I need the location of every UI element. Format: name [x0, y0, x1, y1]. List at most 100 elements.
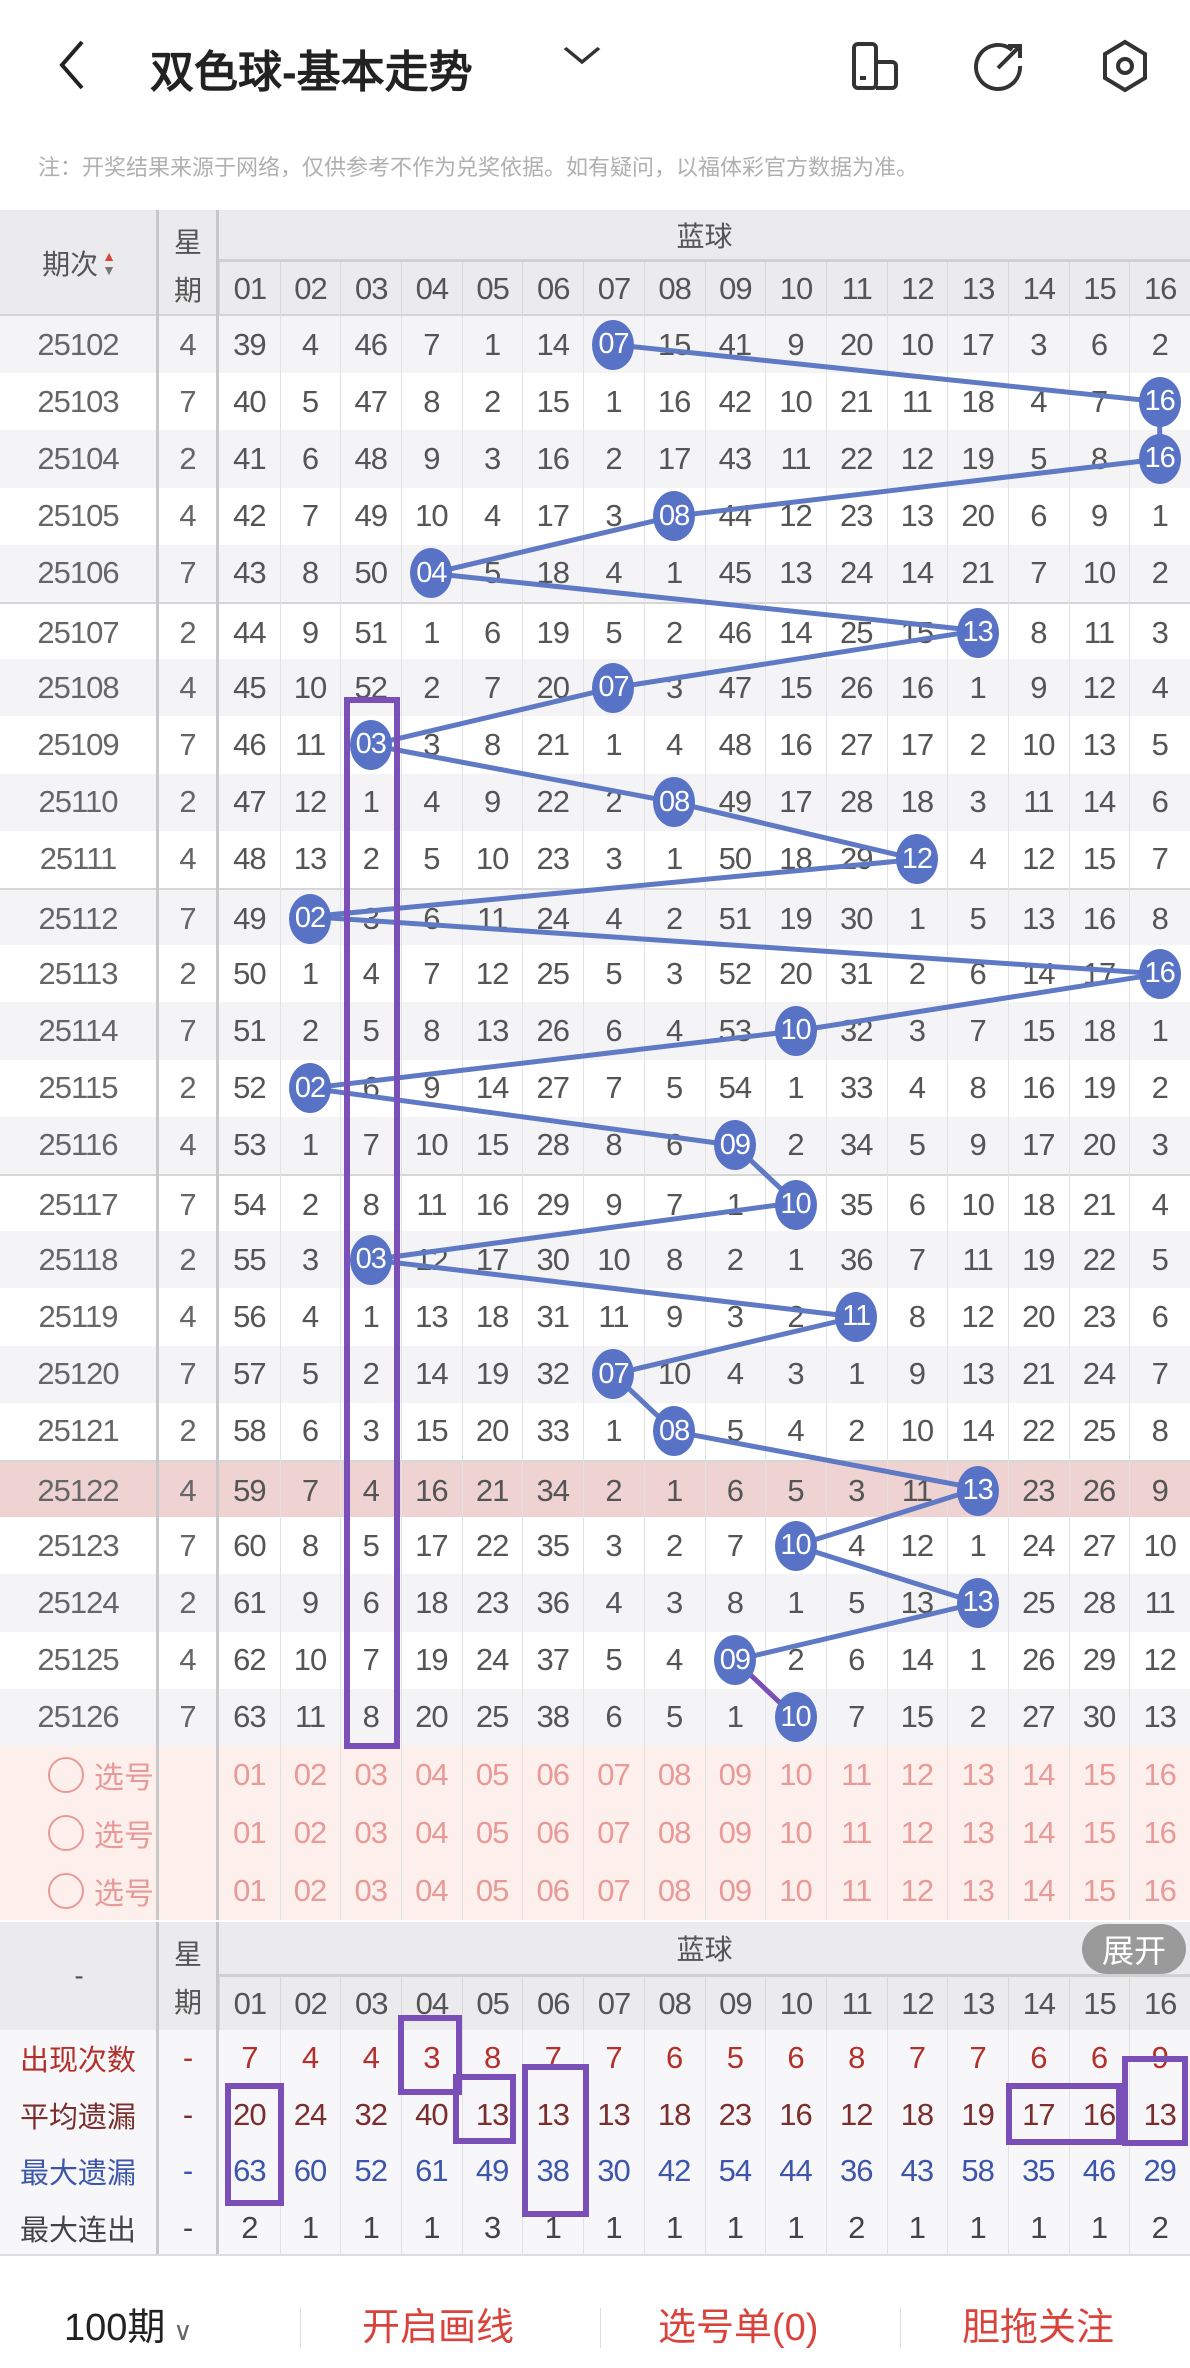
pick-number[interactable]: 06 — [536, 1815, 570, 1850]
circle-radio-icon[interactable] — [48, 1815, 84, 1851]
pick-number[interactable]: 05 — [475, 1757, 509, 1792]
blue-ball: 09 — [713, 1635, 756, 1686]
pick-number[interactable]: 14 — [1022, 1757, 1055, 1792]
trend-table-body[interactable]: 25102 4 39 4 46 7 1 14 07 15 41 9 20 10 17 3 6 2 25103 7 40 5… — [0, 316, 1190, 1746]
pick-number[interactable]: 10 — [779, 1873, 812, 1908]
settings-icon[interactable] — [1097, 38, 1153, 94]
table-row[interactable]: 25120 7 57 5 2 14 19 32 07 10 4 3 1 9 13 21 24 7 — [0, 1345, 1190, 1403]
pick-number[interactable]: 04 — [415, 1815, 448, 1850]
device-icon[interactable] — [848, 38, 904, 94]
back-button[interactable] — [52, 30, 102, 100]
stats-value: 1 — [423, 2209, 440, 2245]
table-row[interactable]: 25109 7 46 11 03 3 8 21 1 4 48 16 27 17 2 10 13 5 — [0, 716, 1190, 774]
pick-number[interactable]: 10 — [779, 1815, 812, 1850]
omission-cell: 13 — [900, 498, 934, 534]
pick-number[interactable]: 11 — [841, 1873, 872, 1908]
omission-cell: 18 — [900, 784, 934, 820]
table-row[interactable]: 25102 4 39 4 46 7 1 14 07 15 41 9 20 10 17 3 6 2 — [0, 316, 1190, 374]
column-divider — [401, 1746, 403, 1920]
share-icon[interactable] — [972, 38, 1028, 94]
pick-number[interactable]: 15 — [1082, 1873, 1116, 1908]
table-row[interactable]: 25119 4 56 4 1 13 18 31 11 9 3 2 11 8 12 20 23 6 — [0, 1288, 1190, 1346]
column-divider — [216, 316, 219, 1746]
pick-number[interactable]: 16 — [1143, 1815, 1176, 1850]
table-row[interactable]: 25108 4 45 10 52 2 7 20 07 3 47 15 26 16 1 9 12 4 — [0, 659, 1190, 717]
pick-row-toggle[interactable]: 选号 — [48, 1746, 154, 1804]
pick-number[interactable]: 14 — [1022, 1873, 1055, 1908]
stats-value: 1 — [908, 2209, 926, 2245]
draw-lines-button[interactable]: 开启画线 — [362, 2307, 515, 2349]
table-row[interactable]: 25114 7 51 2 5 8 13 26 6 4 53 10 32 3 7 15 18 1 — [0, 1002, 1190, 1060]
chevron-down-icon[interactable] — [560, 38, 604, 81]
pick-number[interactable]: 09 — [718, 1757, 752, 1792]
pick-number[interactable]: 01 — [233, 1757, 266, 1792]
pick-number[interactable]: 12 — [900, 1873, 934, 1908]
table-row[interactable]: 25121 2 58 6 3 15 20 33 1 08 5 4 2 10 14 22 25 8 — [0, 1402, 1190, 1460]
pick-number[interactable]: 12 — [900, 1815, 934, 1850]
pick-number[interactable]: 04 — [415, 1873, 448, 1908]
pick-number[interactable]: 15 — [1082, 1815, 1116, 1850]
table-row[interactable]: 25107 2 44 9 51 1 6 19 5 2 46 14 25 15 13 8 11 3 — [0, 602, 1190, 660]
circle-radio-icon[interactable] — [48, 1873, 84, 1909]
pick-number[interactable]: 09 — [718, 1815, 752, 1850]
pick-number[interactable]: 01 — [233, 1873, 266, 1908]
pick-number[interactable]: 14 — [1022, 1815, 1055, 1850]
omission-cell: 8 — [1030, 614, 1047, 650]
table-row[interactable]: 25124 2 61 9 6 18 23 36 4 3 8 1 5 13 13 25 28 11 — [0, 1574, 1190, 1632]
omission-cell: 4 — [666, 1642, 683, 1678]
pick-number[interactable]: 02 — [293, 1815, 327, 1850]
pick-number[interactable]: 16 — [1143, 1873, 1176, 1908]
expand-button[interactable]: 展开 — [1082, 1924, 1186, 1974]
pick-number[interactable]: 10 — [779, 1757, 812, 1792]
table-row[interactable]: 25115 2 52 02 6 9 14 27 7 5 54 1 33 4 8 16 19 2 — [0, 1059, 1190, 1117]
period-sort-header[interactable]: 期次 ▲ ▼ — [0, 210, 158, 316]
pick-number[interactable]: 11 — [841, 1815, 872, 1850]
pick-number[interactable]: 03 — [354, 1873, 387, 1908]
pick-number[interactable]: 08 — [657, 1757, 691, 1792]
circle-radio-icon[interactable] — [48, 1757, 84, 1793]
stats-value: 63 — [233, 2153, 266, 2189]
pick-number[interactable]: 13 — [961, 1873, 994, 1908]
pick-number[interactable]: 05 — [475, 1873, 509, 1908]
pick-number[interactable]: 02 — [293, 1757, 327, 1792]
table-row[interactable]: 25117 7 54 2 8 11 16 29 9 7 1 10 35 6 10 18 21 4 — [0, 1174, 1190, 1232]
pick-number[interactable]: 15 — [1082, 1757, 1116, 1792]
pick-number[interactable]: 08 — [657, 1815, 691, 1850]
pick-number[interactable]: 12 — [900, 1757, 934, 1792]
pick-row-toggle[interactable]: 选号 — [48, 1862, 154, 1920]
pick-number[interactable]: 07 — [597, 1757, 630, 1792]
pick-number[interactable]: 11 — [841, 1757, 872, 1792]
page-title[interactable]: 双色球-基本走势 — [150, 48, 473, 97]
table-row[interactable]: 25126 7 63 11 8 20 25 38 6 5 1 10 7 15 2 27 30 13 — [0, 1688, 1190, 1746]
pick-number[interactable]: 09 — [718, 1873, 752, 1908]
pick-number[interactable]: 13 — [961, 1757, 994, 1792]
pick-number[interactable]: 16 — [1143, 1757, 1176, 1792]
table-row[interactable]: 25118 2 55 3 03 12 17 30 10 8 2 1 36 7 11 19 22 5 — [0, 1231, 1190, 1289]
pick-number[interactable]: 07 — [597, 1815, 630, 1850]
table-row[interactable]: 25116 4 53 1 7 10 15 28 8 6 09 2 34 5 9 17 20 3 — [0, 1116, 1190, 1174]
period-count-label: 100期 — [64, 2307, 166, 2349]
pick-number[interactable]: 03 — [354, 1757, 387, 1792]
table-row[interactable]: 25123 7 60 8 5 17 22 35 3 2 7 10 4 12 1 24 27 10 — [0, 1517, 1190, 1575]
omission-cell: 1 — [787, 1070, 804, 1106]
pick-list-button[interactable]: 选号单(0) — [658, 2307, 819, 2349]
table-row[interactable]: 25125 4 62 10 7 19 24 37 5 4 09 2 6 14 1 26 29 12 — [0, 1631, 1190, 1689]
table-row[interactable]: 25111 4 48 13 2 5 10 23 3 1 50 18 29 12 4 12 15 7 — [0, 830, 1190, 888]
pick-number[interactable]: 07 — [597, 1873, 630, 1908]
pick-number[interactable]: 06 — [536, 1873, 570, 1908]
pick-number[interactable]: 08 — [657, 1873, 691, 1908]
pick-number[interactable]: 05 — [475, 1815, 509, 1850]
pick-number[interactable]: 06 — [536, 1757, 570, 1792]
pick-number[interactable]: 04 — [415, 1757, 448, 1792]
table-row[interactable]: 25110 2 47 12 1 4 9 22 2 08 49 17 28 18 3 11 14 6 — [0, 773, 1190, 831]
period-count-select[interactable]: 100期 ∨ — [64, 2296, 192, 2351]
follow-button[interactable]: 胆拖关注 — [962, 2307, 1115, 2349]
table-row[interactable]: 25113 2 50 1 4 7 12 25 5 3 52 20 31 2 6 14 17 16 — [0, 945, 1190, 1003]
pick-row-toggle[interactable]: 选号 — [48, 1804, 154, 1862]
pick-number[interactable]: 13 — [961, 1815, 994, 1850]
pick-number[interactable]: 02 — [293, 1873, 327, 1908]
table-row[interactable]: 25122 4 59 7 4 16 21 34 2 1 6 5 3 11 13 23 26 9 — [0, 1460, 1190, 1518]
pick-number[interactable]: 01 — [233, 1815, 266, 1850]
omission-cell: 8 — [483, 726, 501, 762]
pick-number[interactable]: 03 — [354, 1815, 387, 1850]
